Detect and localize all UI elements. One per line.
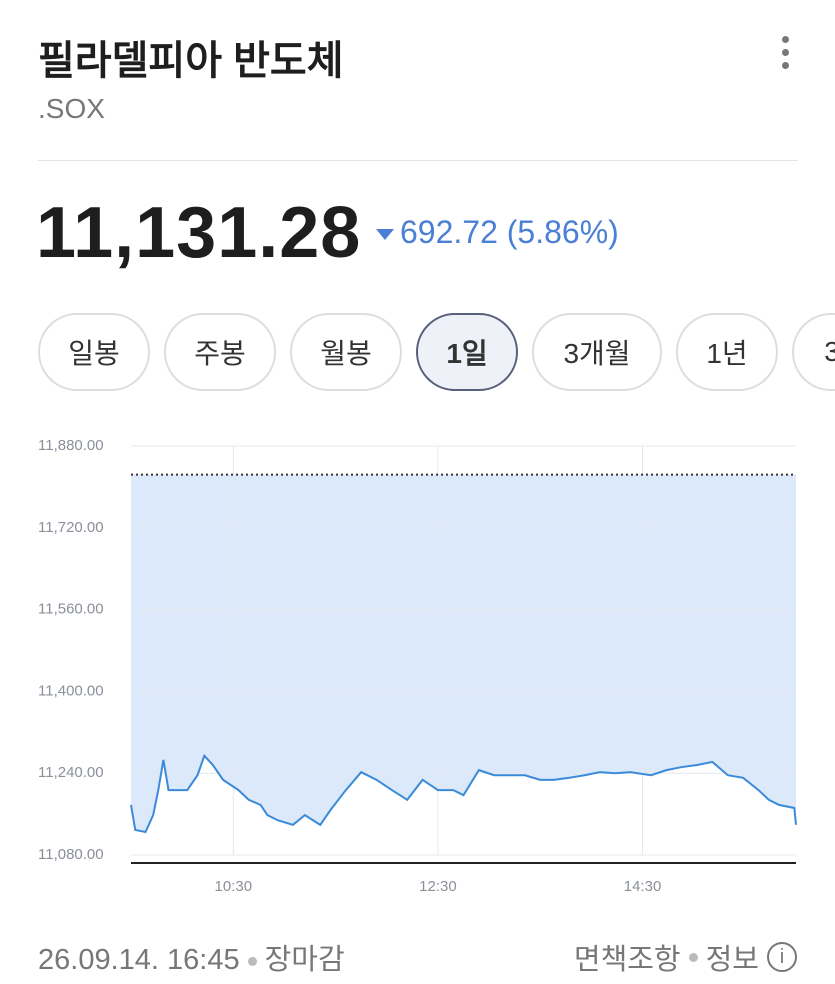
tab-bar: 일봉 주봉 월봉 1일 3개월 1년 3 — [38, 313, 835, 391]
info-icon[interactable]: i — [767, 942, 797, 972]
y-tick-label: 11,560.00 — [38, 601, 104, 618]
tab[interactable]: 월봉 — [290, 313, 402, 391]
price: 11,131.28 — [36, 193, 362, 273]
y-tick-label: 11,080.00 — [38, 846, 104, 863]
tab[interactable]: 1년 — [676, 313, 778, 391]
change: 692.72 (5.86%) — [400, 214, 619, 250]
y-tick-label: 11,880.00 — [38, 437, 104, 454]
down-arrow — [376, 229, 394, 240]
timestamp: 26.09.14. 16:45 — [38, 944, 240, 976]
info[interactable]: 정보 — [705, 944, 759, 976]
tab[interactable]: 1일 — [416, 313, 518, 391]
y-tick-label: 11,240.00 — [38, 764, 104, 781]
area-fill — [131, 474, 796, 832]
title: 필라델피아 반도체 — [38, 39, 344, 83]
tab[interactable]: 3 — [792, 313, 835, 391]
footer-left: 26.09.14. 16:45 장마감 — [38, 936, 345, 978]
x-tick-label: 10:30 — [215, 878, 253, 895]
y-tick-label: 11,720.00 — [38, 519, 104, 536]
tab[interactable]: 3개월 — [532, 313, 662, 391]
tab[interactable]: 주봉 — [164, 313, 276, 391]
price-line — [130, 753, 797, 834]
disclaimer[interactable]: 면책조항 — [573, 944, 681, 976]
symbol: .SOX — [38, 93, 105, 124]
footer-right: 면책조항 정보 i — [574, 936, 797, 978]
y-tick-label: 11,400.00 — [38, 682, 104, 699]
tab[interactable]: 일봉 — [38, 313, 150, 391]
chart: 11,080.00 11,240.00 11,400.00 11,560.00 11,7… — [38, 437, 797, 895]
more-menu[interactable] — [778, 36, 792, 75]
x-tick-label: 12:30 — [419, 878, 457, 895]
separator — [38, 160, 798, 161]
x-tick-label: 14:30 — [624, 878, 662, 895]
market-status: 장마감 — [264, 944, 345, 976]
